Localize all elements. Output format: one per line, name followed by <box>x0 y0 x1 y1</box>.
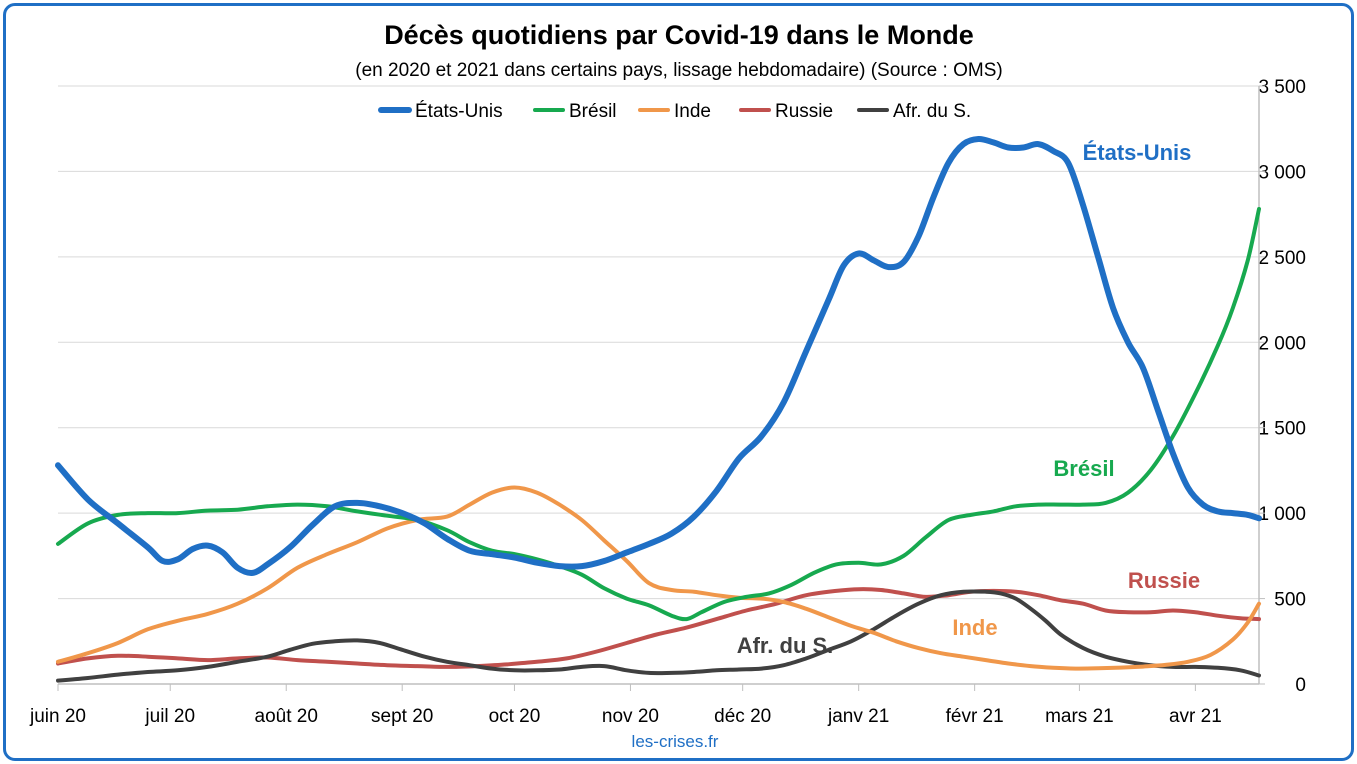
annotation-bresil: Brésil <box>1053 456 1114 481</box>
legend-label-etats-unis: États-Unis <box>415 101 503 122</box>
chart-title: Décès quotidiens par Covid-19 dans le Mo… <box>384 20 974 50</box>
x-tick-label: juil 20 <box>144 706 195 727</box>
y-tick-label: 3 000 <box>1258 162 1306 183</box>
series-line-etats-unis <box>55 135 1262 576</box>
series-line-afr-du-s <box>56 589 1261 683</box>
x-tick-label: févr 21 <box>946 706 1004 727</box>
source-label: les-crises.fr <box>632 732 719 751</box>
series-annotations: États-Unis Brésil Inde Russie Afr. du S. <box>737 140 1200 658</box>
y-tick-label: 1 500 <box>1258 419 1306 440</box>
legend-label-inde: Inde <box>674 101 711 122</box>
chart-frame <box>3 3 1354 761</box>
series-lines <box>55 135 1262 683</box>
x-tick-label: mars 21 <box>1045 706 1114 727</box>
legend-label-russie: Russie <box>775 101 833 122</box>
y-tick-label: 1 000 <box>1258 504 1306 525</box>
annotation-inde: Inde <box>952 615 997 640</box>
chart-subtitle: (en 2020 et 2021 dans certains pays, lis… <box>355 60 1002 81</box>
series-line-bresil <box>56 207 1261 622</box>
series-line-inde <box>56 485 1261 671</box>
annotation-russie: Russie <box>1128 568 1200 593</box>
x-tick-label: juin 20 <box>29 706 86 727</box>
x-tick-label: sept 20 <box>371 706 433 727</box>
x-tick-label: avr 21 <box>1169 706 1222 727</box>
legend: États-Unis Brésil Inde Russie Afr. du S. <box>378 101 971 122</box>
y-tick-label: 500 <box>1274 590 1306 611</box>
y-tick-label: 2 500 <box>1258 248 1306 269</box>
y-tick-label: 0 <box>1295 675 1306 696</box>
legend-label-bresil: Brésil <box>569 101 617 122</box>
annotation-etats-unis: États-Unis <box>1083 140 1192 165</box>
annotation-afr-du-s: Afr. du S. <box>737 633 834 658</box>
x-tick-label: nov 20 <box>602 706 659 727</box>
x-tick-label: août 20 <box>255 706 318 727</box>
axes: 0 500 1 000 1 500 2 000 2 500 3 000 3 500 juin 2… <box>29 77 1306 727</box>
x-tick-label: déc 20 <box>714 706 771 727</box>
x-tick-label: oct 20 <box>489 706 541 727</box>
series-line-russie <box>56 587 1261 669</box>
legend-label-afr-du-s: Afr. du S. <box>893 101 971 122</box>
grid-lines <box>58 85 1259 600</box>
y-tick-label: 2 000 <box>1258 333 1306 354</box>
y-tick-label: 3 500 <box>1258 77 1306 98</box>
x-tick-label: janv 21 <box>827 706 889 727</box>
